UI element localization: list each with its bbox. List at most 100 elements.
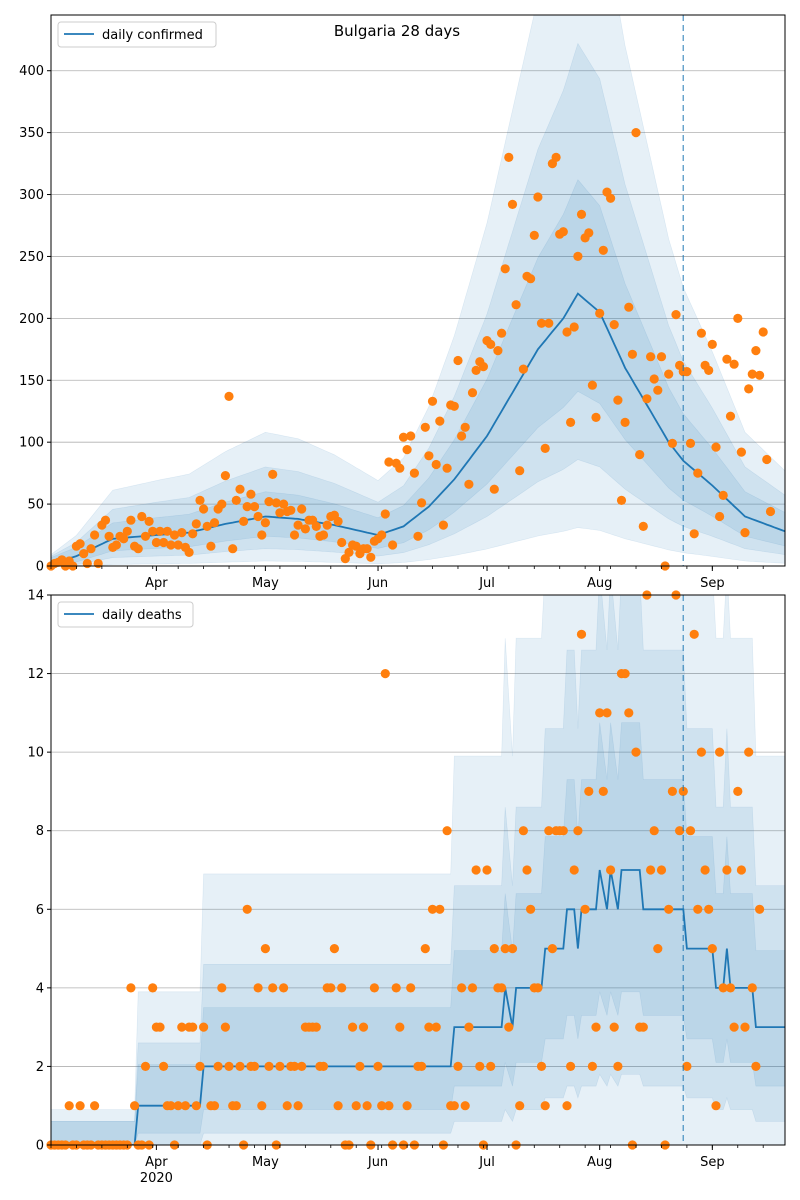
deaths-data-point [500,944,510,954]
deaths-data-point [667,786,678,797]
confirmed-data-point [711,442,721,452]
confirmed-data-point [758,327,768,337]
deaths-data-point [685,826,696,836]
deaths-data-point [326,983,336,993]
confirmed-data-point [224,391,234,401]
confirmed-ytick-label: 150 [19,374,44,389]
deaths-clipped-group [51,595,785,1145]
confirmed-data-point [93,558,103,569]
confirmed-data-point [526,274,536,284]
deaths-data-point [656,865,667,875]
confirmed-data-point [646,352,656,362]
confirmed-data-point [729,359,739,369]
confirmed-data-point [333,516,343,527]
confirmed-data-point [417,498,427,508]
confirmed-data-point [268,469,278,479]
confirmed-data-point [696,328,707,338]
deaths-data-point [351,1101,361,1111]
deaths-data-point [297,1061,307,1071]
confirmed-data-point [682,367,692,377]
deaths-data-point [744,747,754,757]
deaths-data-point [377,1101,387,1111]
confirmed-data-point [169,530,180,540]
deaths-data-point [260,944,270,954]
deaths-data-point [646,865,656,875]
confirmed-data-point [337,537,347,548]
deaths-data-point [442,826,452,836]
deaths-data-point [540,1101,550,1111]
deaths-data-point [220,1022,230,1032]
confirmed-data-point [398,432,409,442]
confirmed-data-point [79,549,89,559]
deaths-data-point [664,904,674,914]
confirmed-data-point [606,193,616,203]
confirmed-data-point [609,320,619,330]
confirmed-panel: 0 50 100 150 200 250 300 350 400 Apr May Jun Jul Aug S… [19,14,786,591]
confirmed-data-point [620,417,630,427]
deaths-data-point [209,1101,220,1111]
confirmed-data-point [311,521,321,532]
deaths-data-point [355,1061,365,1071]
confirmed-data-point [184,547,194,558]
deaths-data-point [536,1061,547,1071]
deaths-data-point [391,983,401,993]
confirmed-ytick-label: 400 [19,64,44,79]
confirmed-data-point [511,300,521,310]
confirmed-data-point [242,502,252,512]
confirmed-data-point [249,502,260,512]
confirmed-data-point [598,245,608,255]
confirmed-data-point [351,541,361,551]
deaths-data-point [424,1022,434,1032]
confirmed-data-point [424,451,434,461]
confirmed-data-point [82,558,92,569]
deaths-data-point [329,944,339,954]
deaths-data-point [497,983,507,993]
confirmed-data-point [515,466,525,476]
deaths-data-point [90,1101,100,1111]
deaths-data-point [166,1101,176,1111]
confirmed-ytick-label: 250 [19,250,44,265]
confirmed-data-point [584,228,594,238]
confirmed-data-point [162,526,172,536]
deaths-data-point [140,1061,151,1071]
deaths-plot-layer [46,590,785,1150]
deaths-data-point [257,1101,267,1111]
deaths-ytick-label: 0 [36,1139,44,1154]
confirmed-data-point [449,401,459,411]
deaths-data-point [755,904,765,914]
deaths-data-point [507,944,518,954]
confirmed-data-point [206,541,216,551]
deaths-data-point [180,1101,190,1111]
deaths-uncertainty-band [51,722,785,1145]
deaths-xtick-label: Jun [367,1155,388,1170]
confirmed-data-point [409,468,419,478]
deaths-data-point [624,708,634,718]
deaths-data-point [337,983,347,993]
confirmed-data-point [562,327,572,337]
confirmed-data-point [293,520,303,530]
confirmed-data-point [111,540,121,550]
confirmed-data-point [239,516,249,527]
deaths-data-point [253,983,263,993]
confirmed-data-point [344,547,354,558]
deaths-data-point [217,983,227,993]
deaths-data-point [736,865,747,875]
confirmed-data-point [406,431,416,441]
deaths-data-point [464,1022,474,1032]
confirmed-data-point [718,490,728,500]
deaths-ytick-label: 2 [36,1060,44,1075]
confirmed-data-point [318,530,329,540]
confirmed-data-point [765,506,776,517]
deaths-data-point [268,983,278,993]
deaths-data-point [177,1022,187,1032]
deaths-data-point [591,1022,601,1032]
confirmed-data-point [209,518,220,528]
confirmed-data-point [133,544,143,554]
deaths-data-point [729,1022,739,1032]
confirmed-data-point [140,531,151,541]
confirmed-data-point [493,346,503,356]
confirmed-uncertainty-band [51,15,785,566]
deaths-data-point [224,1061,234,1071]
confirmed-data-point [536,318,547,328]
